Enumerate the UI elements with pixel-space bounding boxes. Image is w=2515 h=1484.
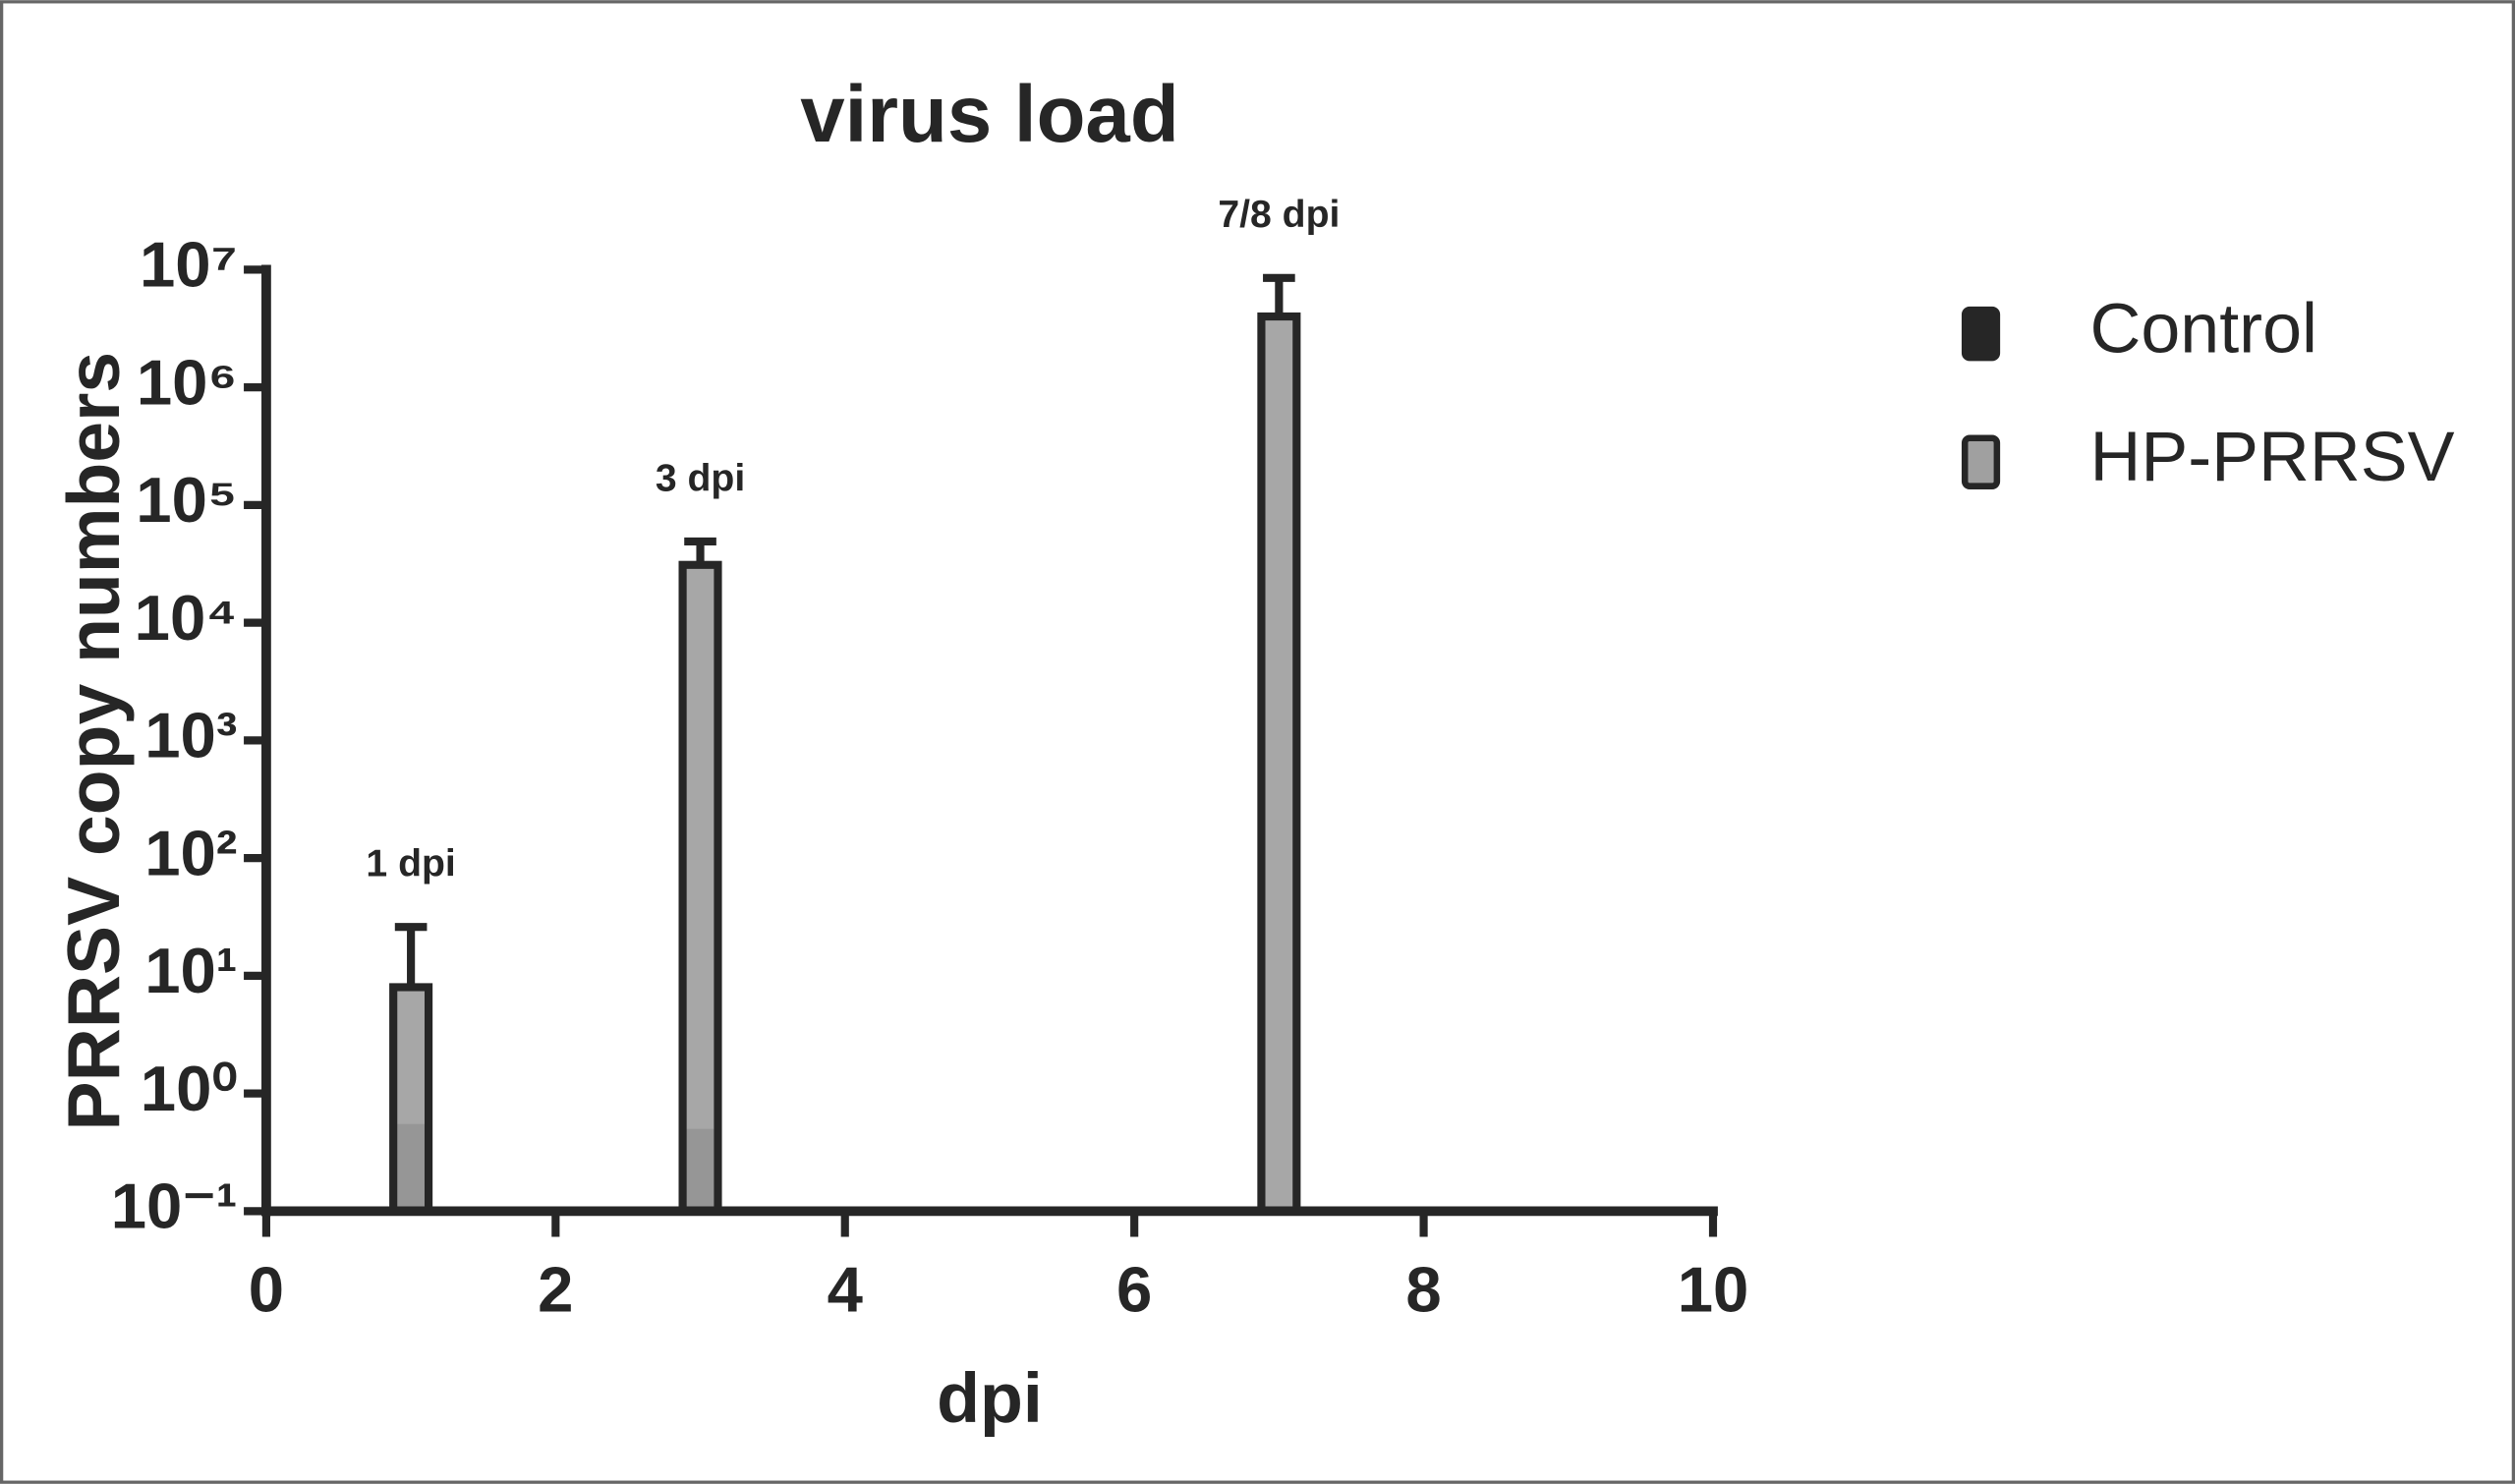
y-tick-label: 10⁴: [135, 582, 238, 654]
annotation: 3 dpi: [656, 457, 745, 499]
y-tick-label: 10⁷: [140, 229, 238, 301]
y-tick-label: 10⁶: [137, 346, 238, 418]
bar: [1257, 312, 1301, 1216]
y-tick-label: 10²: [144, 817, 237, 888]
y-tick-label: 10⁰: [141, 1053, 238, 1124]
y-tick-label: 10³: [144, 700, 237, 771]
bar: [389, 983, 433, 1216]
y-tick-label: 10¹: [144, 935, 237, 1006]
bar: [678, 560, 722, 1216]
chart-title: virus load: [800, 70, 1178, 159]
x-tick-label: 8: [1405, 1253, 1441, 1325]
x-tick-label: 2: [538, 1253, 573, 1325]
legend-swatch: [1961, 434, 2001, 489]
x-tick-label: 10: [1678, 1253, 1749, 1325]
y-tick-label: 10⁵: [136, 464, 237, 536]
y-axis-label: PRRSV copy numbers: [52, 352, 135, 1131]
annotation: 1 dpi: [366, 843, 455, 885]
legend-swatch: [1961, 306, 2001, 362]
x-tick-label: 6: [1116, 1253, 1152, 1325]
legend-label: HP-PRRSV: [2090, 418, 2455, 496]
annotation: 7/8 dpi: [1218, 194, 1340, 236]
x-tick-label: 4: [828, 1253, 863, 1325]
x-tick-label: 0: [249, 1253, 284, 1325]
legend-label: Control: [2090, 290, 2317, 369]
x-axis-label: dpi: [937, 1359, 1043, 1438]
y-tick-label: 10⁻¹: [111, 1170, 238, 1242]
